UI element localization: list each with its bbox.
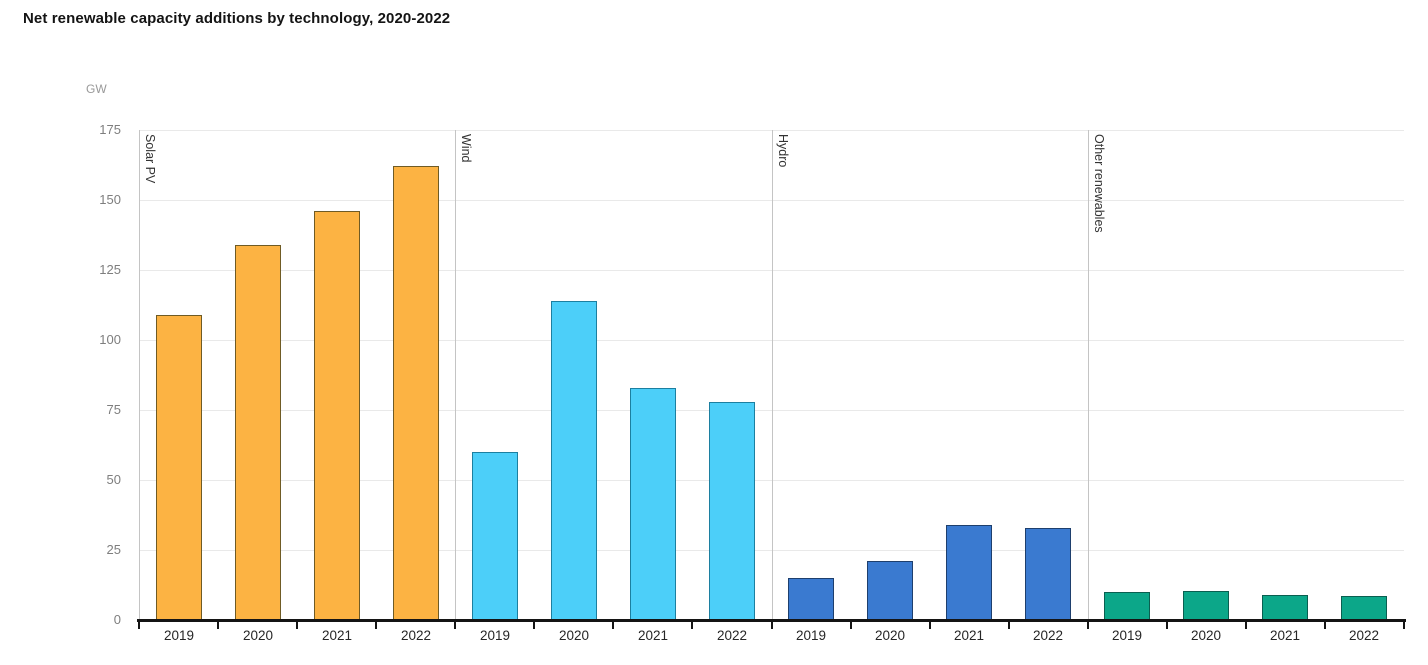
bar-hydro-2022 (1025, 528, 1071, 620)
x-axis-tick (1008, 620, 1010, 629)
y-tick-label-25: 25 (106, 542, 121, 557)
x-tick-label-year: 2019 (1111, 628, 1143, 643)
x-axis-tick (850, 620, 852, 629)
y-tick-label-100: 100 (99, 332, 121, 347)
chart-title: Net renewable capacity additions by tech… (23, 10, 451, 27)
gridline-150 (139, 200, 1404, 201)
x-tick-label-year: 2019 (795, 628, 827, 643)
x-tick-label-year: 2019 (163, 628, 195, 643)
bar-hydro-2020 (867, 561, 913, 620)
x-axis-tick (1324, 620, 1326, 629)
x-axis-tick (296, 620, 298, 629)
x-tick-label-year: 2022 (1032, 628, 1064, 643)
bar-wind-2020 (551, 301, 597, 620)
bar-solar-pv-2021 (314, 211, 360, 620)
gridline-50 (139, 480, 1404, 481)
x-tick-label-year: 2021 (637, 628, 669, 643)
bar-other-renewables-2022 (1341, 596, 1387, 620)
x-tick-label-year: 2022 (716, 628, 748, 643)
x-axis-tick (1087, 620, 1089, 629)
panel-label: Wind (459, 134, 473, 163)
x-tick-label-year: 2020 (1190, 628, 1222, 643)
y-axis-unit-label: GW (86, 82, 107, 96)
bar-solar-pv-2022 (393, 166, 439, 620)
bar-other-renewables-2020 (1183, 591, 1229, 620)
bar-hydro-2021 (946, 525, 992, 620)
bar-other-renewables-2021 (1262, 595, 1308, 620)
x-axis-tick (454, 620, 456, 629)
x-axis-tick (1166, 620, 1168, 629)
x-tick-label-year: 2021 (953, 628, 985, 643)
x-axis-tick (771, 620, 773, 629)
x-tick-label-year: 2022 (400, 628, 432, 643)
x-tick-label-year: 2020 (558, 628, 590, 643)
x-tick-label-year: 2019 (479, 628, 511, 643)
x-axis-tick (138, 620, 140, 629)
gridline-100 (139, 340, 1404, 341)
x-axis-tick (375, 620, 377, 629)
y-tick-label-150: 150 (99, 192, 121, 207)
bar-solar-pv-2020 (235, 245, 281, 620)
x-tick-label-year: 2022 (1348, 628, 1380, 643)
bar-wind-2021 (630, 388, 676, 620)
panel-label: Hydro (776, 134, 790, 168)
gridline-175 (139, 130, 1404, 131)
x-tick-label-year: 2020 (242, 628, 274, 643)
x-axis-tick (691, 620, 693, 629)
x-axis-tick (533, 620, 535, 629)
panel-label: Solar PV (143, 134, 157, 184)
gridline-125 (139, 270, 1404, 271)
gridline-75 (139, 410, 1404, 411)
bar-wind-2022 (709, 402, 755, 620)
panel-border-0 (139, 130, 140, 620)
panel-border-2 (772, 130, 773, 620)
bar-solar-pv-2019 (156, 315, 202, 620)
x-axis-tick (217, 620, 219, 629)
panel-border-3 (1088, 130, 1089, 620)
y-tick-label-75: 75 (106, 402, 121, 417)
x-tick-label-year: 2021 (321, 628, 353, 643)
bar-hydro-2019 (788, 578, 834, 620)
y-tick-label-50: 50 (106, 472, 121, 487)
x-tick-label-year: 2020 (874, 628, 906, 643)
gridline-25 (139, 550, 1404, 551)
y-tick-label-125: 125 (99, 262, 121, 277)
panel-label: Other renewables (1092, 134, 1106, 233)
y-tick-label-0: 0 (113, 612, 121, 627)
bar-wind-2019 (472, 452, 518, 620)
bar-other-renewables-2019 (1104, 592, 1150, 620)
panel-border-1 (455, 130, 456, 620)
x-axis-tick (1245, 620, 1247, 629)
x-axis-tick (612, 620, 614, 629)
x-tick-label-year: 2021 (1269, 628, 1301, 643)
x-axis-tick (929, 620, 931, 629)
x-axis-tick (1403, 620, 1405, 629)
y-tick-label-175: 175 (99, 122, 121, 137)
